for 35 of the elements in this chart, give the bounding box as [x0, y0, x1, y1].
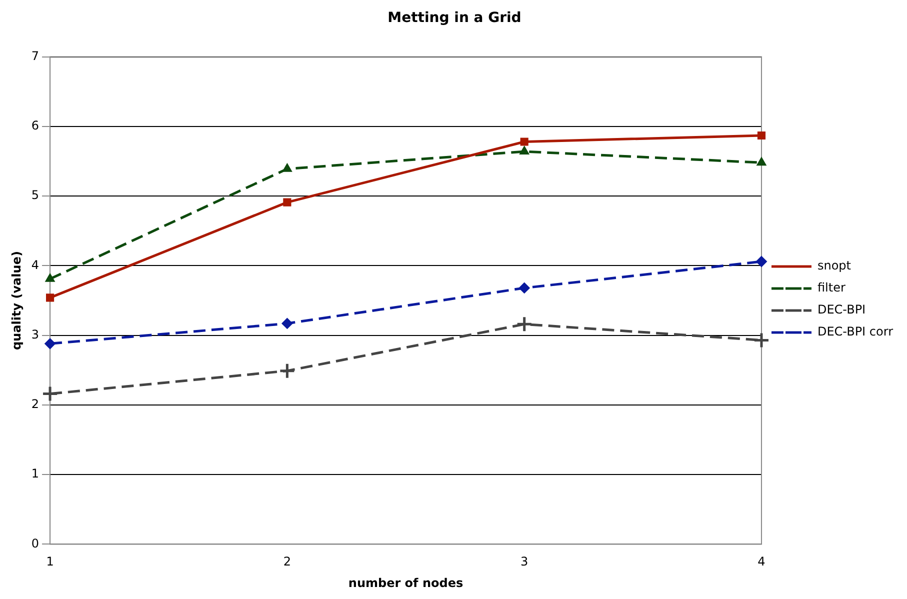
x-tick-label: 1: [46, 554, 54, 569]
x-tick-label: 2: [283, 554, 292, 569]
y-tick-label: 3: [31, 327, 40, 342]
point: [753, 332, 770, 348]
point: [520, 146, 530, 154]
legend-label: filter: [817, 280, 846, 295]
y-tick-label: 7: [31, 48, 40, 63]
legend-label: DEC-BPI corr: [817, 324, 894, 339]
point: [45, 273, 55, 282]
point: [282, 318, 293, 329]
y-tick-label: 4: [31, 258, 40, 272]
point: [516, 316, 533, 332]
legend-label: snopt: [817, 258, 852, 273]
x-axis-title: number of nodes: [348, 576, 464, 590]
point: [757, 131, 766, 140]
point: [283, 198, 292, 206]
point: [518, 282, 530, 294]
y-tick-label: 5: [31, 188, 40, 202]
y-tick-label: 6: [31, 118, 40, 133]
y-tick-label: 2: [31, 397, 40, 412]
point: [520, 138, 528, 146]
point: [756, 157, 766, 166]
y-tick-label: 0: [31, 536, 40, 550]
x-tick-label: 4: [758, 554, 766, 569]
y-axis-title: quality (value): [9, 251, 24, 350]
point: [282, 163, 292, 172]
point: [46, 294, 54, 302]
point: [278, 362, 296, 380]
y-tick-label: 1: [31, 466, 40, 481]
chart-title: Metting in a Grid: [388, 10, 522, 26]
x-tick-label: 3: [520, 554, 528, 569]
legend-label: DEC-BPI: [817, 302, 866, 317]
point: [756, 256, 767, 268]
point: [44, 338, 56, 350]
point: [42, 386, 58, 402]
